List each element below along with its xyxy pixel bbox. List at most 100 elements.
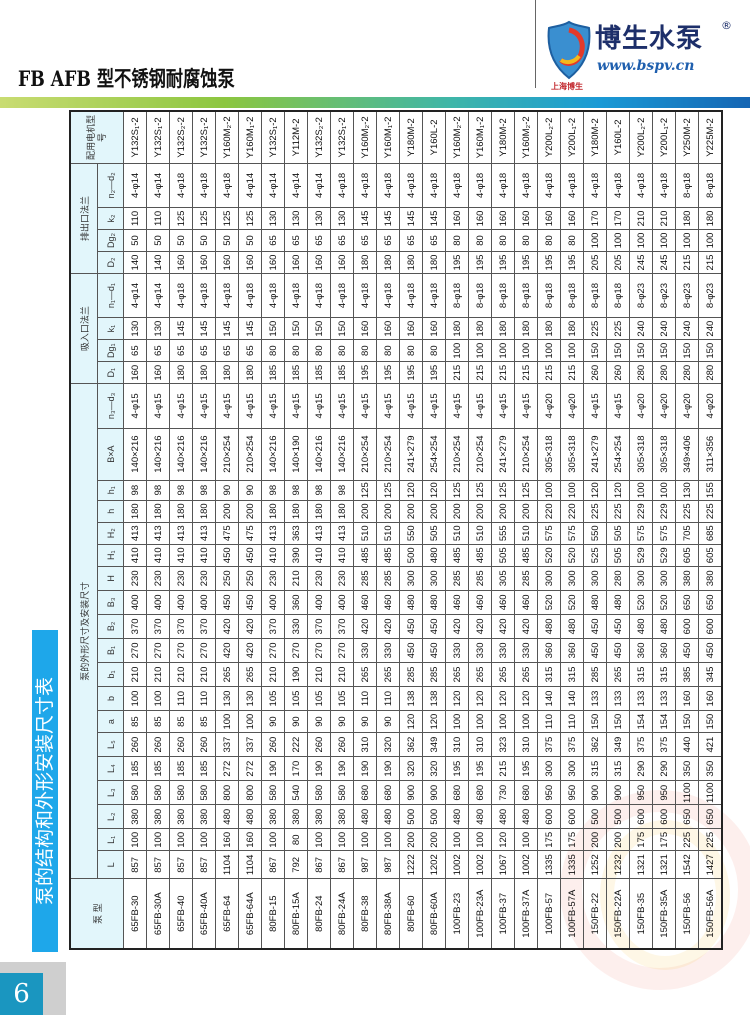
table-cell: 190 (307, 756, 331, 781)
table-cell: 265 (238, 662, 262, 687)
table-cell: 150 (652, 339, 676, 362)
table-cell: 420 (238, 614, 262, 639)
table-cell: 500 (606, 804, 630, 829)
table-cell: 380 (675, 566, 699, 591)
logo-emblem-icon (547, 20, 591, 80)
table-row: 100FB-57 1335 175 600 950 300 375 110 140 315 360 4… (537, 111, 561, 949)
table-cell: 4-φ15 (353, 383, 377, 429)
column-header: H₂ (97, 522, 124, 545)
table-cell: 90 (330, 710, 354, 733)
table-row: 150FB-56A 1427 225 650 1100 350 421 150 160 345 45… (698, 111, 722, 949)
table-cell: 120 (514, 686, 538, 711)
registered-mark: ® (721, 19, 732, 32)
table-cell: 85 (146, 710, 170, 733)
table-cell: 180 (376, 251, 400, 274)
table-cell: 260 (307, 732, 331, 757)
table-cell: 485 (353, 544, 377, 567)
table-cell: 100 (353, 828, 377, 851)
table-cell: 4-φ15 (399, 383, 423, 429)
table-cell: 580 (307, 780, 331, 805)
table-cell: 505 (606, 544, 630, 567)
column-header: k₂ (97, 207, 124, 230)
table-cell: 330 (284, 614, 308, 639)
table-cell: 320 (399, 756, 423, 781)
table-cell: 310 (468, 732, 492, 757)
table-cell: 285 (445, 566, 469, 591)
column-header: L₂ (97, 804, 124, 829)
table-cell: 98 (330, 480, 354, 501)
table-cell: 170 (606, 207, 630, 230)
table-cell: 160 (238, 828, 262, 851)
table-cell: 330 (376, 638, 400, 663)
table-cell: 300 (560, 566, 584, 591)
table-cell: 575 (560, 522, 584, 545)
table-cell: 180 (353, 251, 377, 274)
table-cell: 105 (330, 686, 354, 711)
table-cell: 300 (583, 566, 607, 591)
table-cell: 370 (192, 614, 216, 639)
table-cell: 160 (215, 828, 239, 851)
table-cell: 450 (583, 638, 607, 663)
table-cell: 450 (215, 590, 239, 615)
table-cell: 170 (284, 756, 308, 781)
pump-model-cell: 65FB-40 (169, 878, 193, 949)
column-header: a (97, 710, 124, 733)
table-cell: 241×279 (491, 428, 515, 481)
table-cell: 180 (215, 361, 239, 384)
table-cell: 270 (146, 638, 170, 663)
table-cell: 305×318 (652, 428, 676, 481)
table-cell: 100 (491, 710, 515, 733)
table-cell: 350 (675, 756, 699, 781)
table-cell: 480 (491, 804, 515, 829)
table-cell: 950 (629, 780, 653, 805)
table-row: 65FB-40A 857 100 380 580 185 260 85 110 210 270 370… (192, 111, 216, 949)
table-row: 65FB-64A 1104 160 480 800 272 337 100 130 265 420 4… (238, 111, 262, 949)
table-cell: 330 (353, 638, 377, 663)
motor-model-cell: Y132S₁-2 (330, 111, 354, 164)
table-cell: 280 (629, 361, 653, 384)
table-cell: 65 (307, 229, 331, 252)
table-cell: 605 (698, 544, 722, 567)
table-cell: 4-φ18 (215, 273, 239, 318)
table-cell: 145 (399, 207, 423, 230)
table-cell: 98 (261, 480, 285, 501)
table-cell: 150 (698, 710, 722, 733)
table-cell: 100 (261, 828, 285, 851)
table-cell: 180 (238, 361, 262, 384)
table-cell: 421 (698, 732, 722, 757)
table-cell: 250 (215, 566, 239, 591)
table-cell: 85 (192, 710, 216, 733)
pump-model-cell: 80FB-15A (284, 878, 308, 949)
table-cell: 100 (468, 828, 492, 851)
table-cell: 900 (583, 780, 607, 805)
brand-logo: 博生水泵 ® www.bspv.cn 上海博生 (545, 20, 745, 94)
table-cell: 4-φ18 (652, 163, 676, 208)
table-cell: 185 (307, 361, 331, 384)
table-cell: 80 (537, 229, 561, 252)
table-cell: 525 (583, 544, 607, 567)
table-cell: 160 (537, 207, 561, 230)
motor-model-cell: Y160M₂-2 (353, 111, 377, 164)
table-cell: 100 (468, 339, 492, 362)
table-cell: 210 (123, 662, 147, 687)
table-cell: 420 (215, 638, 239, 663)
table-cell: 230 (192, 566, 216, 591)
table-cell: 110 (169, 686, 193, 711)
table-cell: 175 (652, 828, 676, 851)
table-cell: 100 (307, 828, 331, 851)
table-cell: 4-φ18 (583, 163, 607, 208)
motor-model-cell: Y200L₁-2 (560, 111, 584, 164)
table-cell: 1002 (514, 850, 538, 879)
table-cell: 80 (560, 229, 584, 252)
table-cell: 290 (652, 756, 676, 781)
table-cell: 160 (215, 251, 239, 274)
table-cell: 413 (192, 522, 216, 545)
table-cell: 1252 (583, 850, 607, 879)
table-cell: 140×216 (192, 428, 216, 481)
table-cell: 4-φ18 (330, 163, 354, 208)
table-cell: 150 (675, 710, 699, 733)
table-cell: 4-φ18 (422, 163, 446, 208)
table-cell: 180 (261, 500, 285, 523)
table-cell: 520 (560, 544, 584, 567)
table-cell: 125 (376, 480, 400, 501)
